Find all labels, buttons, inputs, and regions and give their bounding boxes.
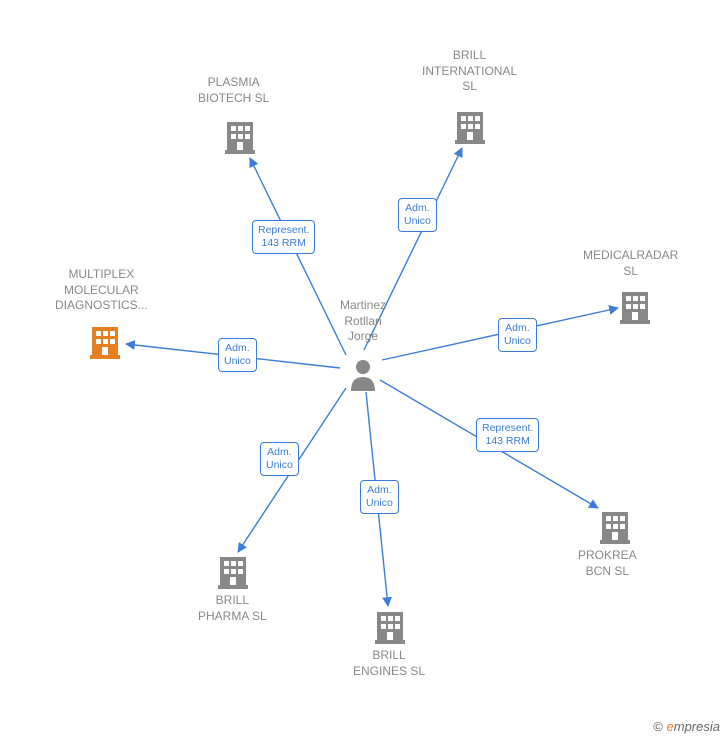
building-icon [600,510,630,544]
center-person-label: Martinez Rotllan Jorge [340,298,386,345]
building-icon [218,555,248,589]
company-label: MEDICALRADAR SL [583,248,678,279]
company-label: BRILL INTERNATIONAL SL [422,48,517,95]
edge-label: Adm. Unico [398,198,437,232]
company-label: BRILL ENGINES SL [353,648,425,679]
edge-label: Adm. Unico [360,480,399,514]
building-icon [90,325,120,359]
company-label: PLASMIA BIOTECH SL [198,75,269,106]
company-label: BRILL PHARMA SL [198,593,267,624]
building-icon [455,110,485,144]
brand-rest: mpresia [674,719,720,734]
edge-label: Represent. 143 RRM [476,418,539,452]
company-label: MULTIPLEX MOLECULAR DIAGNOSTICS... [55,267,148,314]
edge-line [250,158,346,355]
building-icon [225,120,255,154]
edge-label: Represent. 143 RRM [252,220,315,254]
person-icon [348,357,378,396]
brand-first-letter: e [667,719,674,734]
building-icon [620,290,650,324]
edge-label: Adm. Unico [218,338,257,372]
watermark: © empresia [653,719,720,734]
company-label: PROKREA BCN SL [578,548,637,579]
copyright-symbol: © [653,719,663,734]
building-icon [375,610,405,644]
edge-label: Adm. Unico [498,318,537,352]
edge-label: Adm. Unico [260,442,299,476]
